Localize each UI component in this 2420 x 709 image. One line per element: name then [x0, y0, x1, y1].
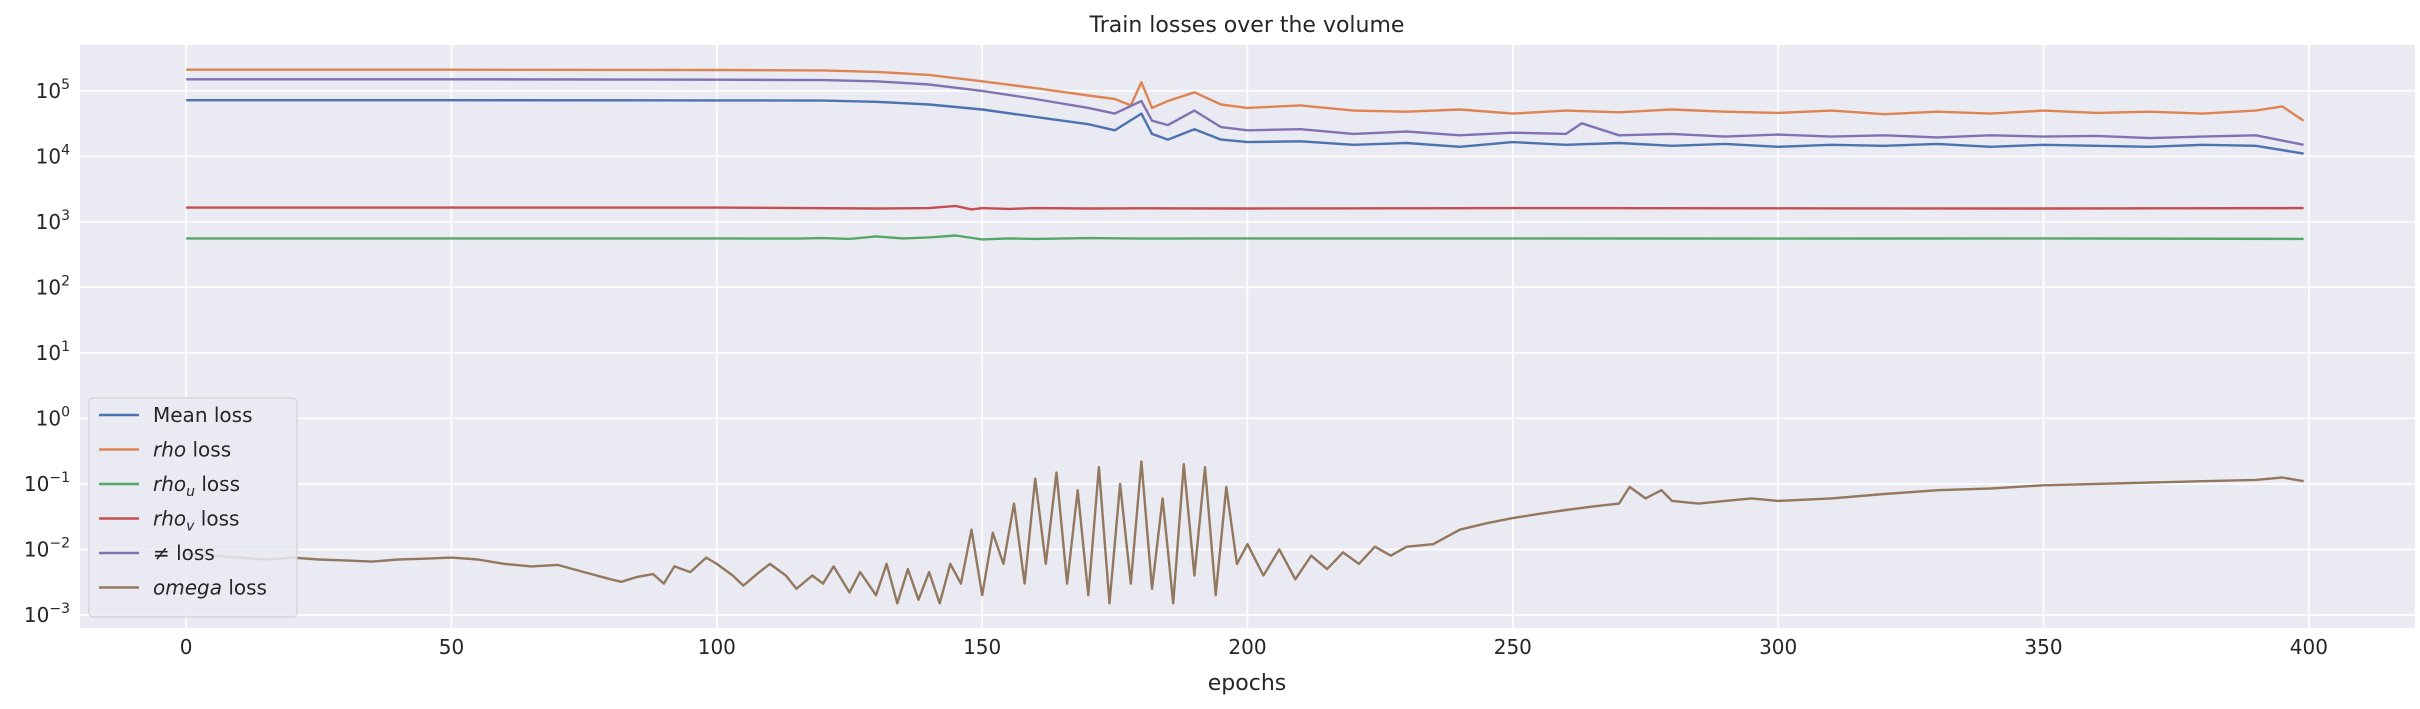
- legend-label: rhou loss: [153, 472, 240, 500]
- x-tick-label: 100: [698, 635, 736, 659]
- x-tick-label: 200: [1228, 635, 1266, 659]
- series-line-4: [186, 78, 2304, 146]
- y-axis-ticks: 10−3 10−2 10−1 100 101 102 103 104 105: [24, 77, 70, 627]
- y-tick-label: 101: [36, 339, 70, 365]
- x-axis-ticks: 0 50 100 150 200 250 300 350 400: [180, 635, 2328, 659]
- y-tick-label: 102: [36, 273, 70, 299]
- x-tick-label: 150: [963, 635, 1001, 659]
- legend-label: ≠ loss: [153, 541, 215, 565]
- x-tick-label: 250: [1494, 635, 1532, 659]
- chart-title: Train losses over the volume: [1089, 13, 1405, 38]
- legend-label: omega loss: [153, 576, 267, 600]
- legend-label: rhov loss: [153, 507, 239, 535]
- legend: Mean loss rho loss rhou loss rhov loss ≠ los…: [88, 397, 298, 618]
- y-tick-label: 103: [36, 208, 70, 234]
- series-line-1: [186, 68, 2305, 122]
- legend-frame: [88, 397, 298, 618]
- x-tick-label: 50: [439, 635, 464, 659]
- series-line-2: [186, 234, 2304, 241]
- x-tick-label: 300: [1759, 635, 1797, 659]
- x-tick-label: 400: [2290, 635, 2328, 659]
- x-axis-label: epochs: [1208, 671, 1286, 696]
- y-tick-label: 10−1: [24, 470, 70, 496]
- series-line-0: [186, 98, 2304, 155]
- legend-label: rho loss: [153, 438, 231, 462]
- legend-label: Mean loss: [153, 403, 252, 427]
- y-tick-label: 10−3: [24, 601, 70, 627]
- y-tick-label: 10−2: [24, 535, 70, 561]
- x-tick-label: 350: [2024, 635, 2062, 659]
- series-layer: [186, 68, 2305, 605]
- y-tick-label: 100: [36, 404, 70, 430]
- x-tick-label: 0: [180, 635, 193, 659]
- y-tick-label: 104: [36, 142, 70, 168]
- series-line-3: [186, 204, 2304, 211]
- series-line-5: [186, 460, 2304, 605]
- y-tick-label: 105: [36, 77, 70, 103]
